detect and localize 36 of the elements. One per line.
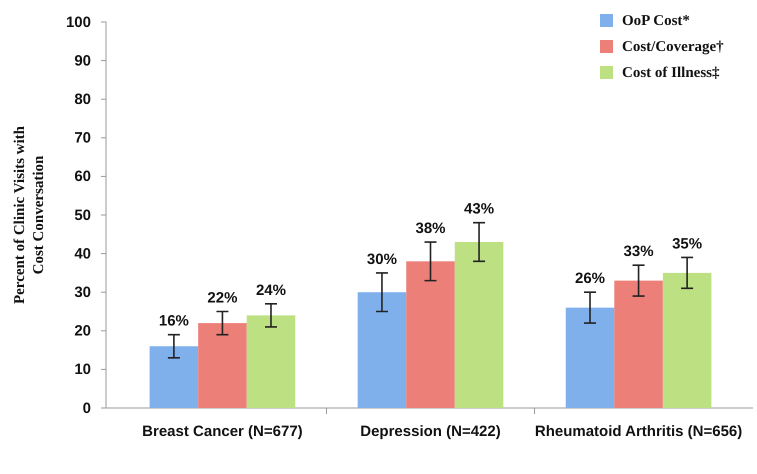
y-axis-title: Percent of Clinic Visits with Cost Conversation [12,125,47,304]
y-tick-label: 50 [74,206,91,224]
bar [406,261,455,408]
y-tick-label: 30 [74,284,91,301]
legend-label: OoP Cost* [622,13,690,29]
bar [246,315,296,408]
data-label: 16% [158,312,189,330]
x-tick-label: Rheumatoid Arthritis (N=656) [534,423,742,440]
y-tick-label: 70 [74,130,91,147]
y-tick-label: 40 [74,245,91,262]
legend-label: Cost/Coverage† [622,39,724,55]
data-label: 24% [256,282,286,299]
data-label: 38% [415,220,446,238]
data-label: 26% [575,270,606,288]
bar [198,323,247,408]
data-label: 22% [207,290,238,306]
y-tick-label: 10 [74,361,91,378]
y-tick-label: 0 [82,400,91,417]
bar [662,272,712,408]
y-tick-label: 20 [74,322,91,340]
legend-label: Cost of Illness‡ [622,65,720,81]
data-label: 35% [672,235,702,252]
data-label: 30% [366,250,397,268]
bar [454,242,504,408]
y-tick-label: 80 [74,91,91,108]
data-label: 33% [624,243,654,260]
y-tick-label: 60 [74,168,91,186]
bar [614,280,663,408]
bar [358,292,406,408]
x-tick-label: Depression (N=422) [360,423,501,440]
bar [150,346,198,408]
data-label: 43% [464,200,494,218]
y-tick-label: 100 [66,14,91,31]
bar [566,308,614,408]
x-tick-label: Breast Cancer (N=677) [142,423,303,440]
y-tick-label: 90 [74,52,91,70]
